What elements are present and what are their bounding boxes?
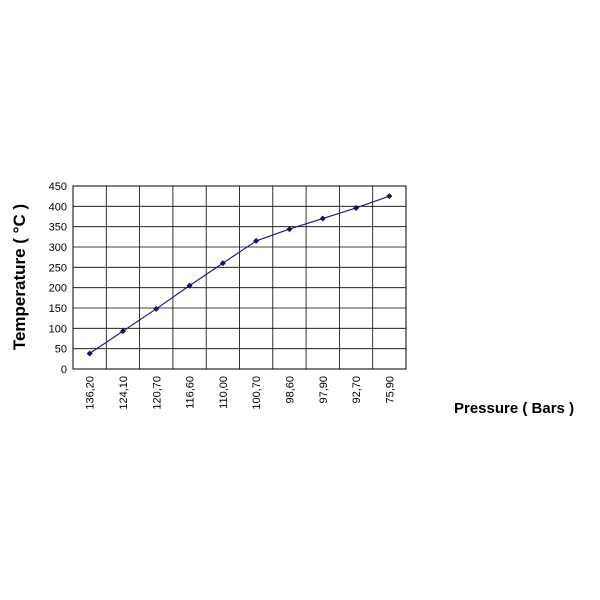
x-tick-label: 110,00 [218, 376, 230, 409]
data-point [353, 204, 360, 211]
y-tick-label: 400 [49, 201, 67, 213]
y-tick-labels: 0 50 100 150 200 250 300 350 400 450 [49, 181, 67, 376]
grid-lines [73, 185, 406, 370]
x-axis-title: Pressure ( Bars ) [454, 400, 574, 417]
y-tick-label: 200 [49, 283, 67, 295]
data-point [119, 328, 126, 335]
y-tick-label: 50 [55, 344, 67, 356]
x-tick-label: 97,90 [318, 376, 330, 404]
y-axis-title: Temperature ( °C ) [10, 204, 29, 350]
x-tick-labels: 136,20 124,10 120,70 116,60 110,00 100,70 98,6… [85, 376, 397, 410]
data-point [286, 226, 293, 233]
x-tick-label: 116,60 [185, 376, 197, 409]
y-tick-label: 450 [49, 181, 67, 193]
y-tick-label: 300 [49, 242, 67, 254]
y-tick-label: 350 [49, 222, 67, 234]
y-tick-label: 0 [61, 364, 67, 376]
data-point [86, 350, 93, 357]
x-tick-label: 120,70 [151, 376, 163, 410]
data-points [86, 193, 393, 357]
y-tick-label: 100 [49, 323, 67, 335]
x-tick-label: 92,70 [351, 376, 363, 404]
data-point [186, 282, 193, 289]
x-tick-label: 100,70 [251, 376, 263, 410]
data-point [253, 237, 260, 244]
x-tick-label: 136,20 [85, 376, 97, 410]
x-tick-label: 124,10 [118, 376, 130, 410]
data-point [219, 260, 226, 267]
series-line [89, 195, 390, 355]
data-point [386, 193, 393, 200]
data-point [319, 215, 326, 222]
x-tick-label: 75,90 [384, 376, 396, 404]
y-tick-label: 150 [49, 303, 67, 315]
x-tick-label: 98,60 [284, 376, 296, 404]
y-tick-label: 250 [49, 262, 67, 274]
data-point [153, 305, 160, 312]
